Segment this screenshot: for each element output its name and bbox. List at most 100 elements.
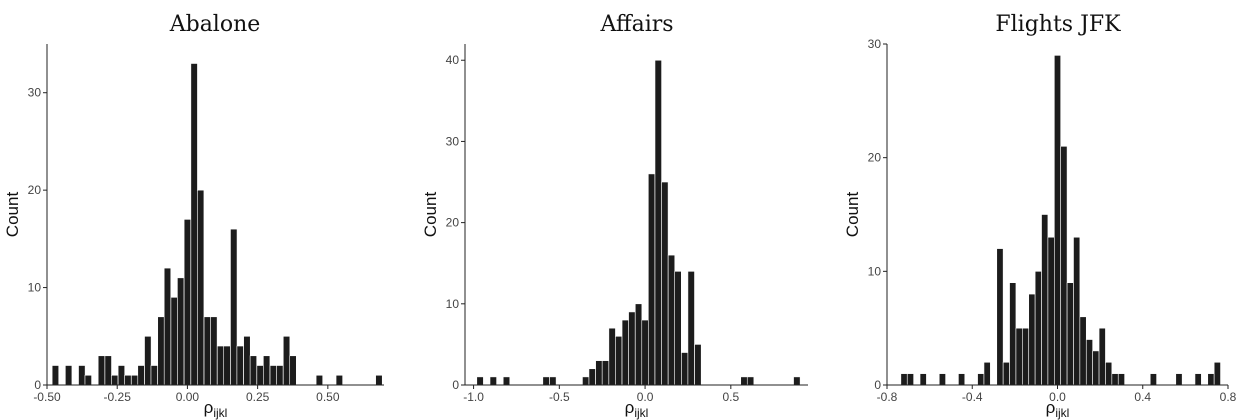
y-tick-label: 10 (868, 264, 882, 278)
y-axis-label: Count (421, 192, 440, 238)
x-axis-label-symbol: ρ (1046, 398, 1056, 417)
x-axis-label-subscript: ijkl (213, 406, 227, 420)
panel-abalone: Abalone 0 10 20 30 -0.50 -0.25 0.00 0.25 0.50 Coun… (3, 12, 384, 420)
histogram-bar (793, 376, 801, 386)
x-tick-label: 0.0 (1049, 390, 1066, 404)
histogram-bar (243, 335, 251, 386)
x-axis-label-symbol: ρ (204, 398, 214, 417)
histogram-bar (661, 181, 669, 386)
histogram-bar (230, 228, 238, 386)
histogram-bar (124, 374, 132, 386)
x-tick-label: 0.5 (722, 390, 739, 404)
y-tick-label: 30 (446, 134, 460, 148)
histogram-bar (256, 365, 264, 386)
x-axis-label-subscript: ijkl (634, 406, 648, 420)
x-tick-label: -0.50 (33, 390, 61, 404)
histogram-bar (249, 355, 258, 386)
histogram-bar (1073, 236, 1081, 386)
histogram-bar (51, 365, 60, 386)
panel-flights-jfk: Flights JFK 0 10 20 30 -0.8 -0.4 0.0 0.4 0.8 Count… (843, 12, 1237, 420)
histogram-bar (1028, 293, 1036, 386)
histogram-bar (628, 311, 636, 386)
histogram-bar (641, 319, 649, 386)
histogram-bar (938, 373, 946, 386)
histogram-bar (667, 254, 676, 386)
histogram-bar (65, 365, 73, 386)
y-tick-label: 20 (446, 216, 460, 230)
x-tick-label: -0.5 (549, 390, 570, 404)
histogram-bar (588, 368, 596, 386)
histogram-bar (144, 335, 152, 386)
histogram-bar (1194, 373, 1202, 386)
histogram-bar (615, 335, 623, 386)
histogram-bar (203, 316, 211, 386)
histogram-bar (1054, 55, 1061, 386)
histogram-bar (746, 376, 755, 386)
histogram-bar (1092, 350, 1100, 386)
y-tick-label: 0 (874, 378, 881, 392)
histogram-bar (549, 376, 557, 386)
histogram-bar (674, 271, 682, 386)
histogram-bar (269, 365, 277, 386)
x-tick-label: 0.4 (1134, 390, 1151, 404)
histogram-bar (595, 360, 603, 386)
chart-title: Abalone (169, 12, 261, 37)
histogram-bar (958, 373, 966, 386)
histogram-bar (1105, 361, 1113, 386)
histogram-bar (476, 376, 484, 386)
histogram-bar (906, 373, 914, 386)
x-axis-label-subscript: ijkl (1055, 406, 1069, 420)
x-axis-label-symbol: ρ (625, 398, 635, 417)
y-tick-label: 40 (446, 53, 460, 67)
histogram-bar (681, 352, 689, 386)
x-tick-label: 0.25 (246, 390, 270, 404)
y-tick-label: 10 (28, 281, 42, 295)
histogram-bar (919, 373, 927, 386)
histogram-bar (983, 361, 991, 386)
histogram-bar (315, 374, 324, 386)
histogram-bar (996, 248, 1004, 386)
histogram-bar (170, 297, 178, 386)
histogram-bar (900, 373, 908, 386)
histogram-bar (582, 376, 590, 386)
histogram-bar (654, 59, 662, 386)
x-tick-label: 0.50 (316, 390, 340, 404)
histogram-bar (977, 373, 985, 386)
histogram-bar (282, 335, 291, 386)
y-tick-label: 0 (34, 378, 41, 392)
x-tick-label: 0.8 (1220, 390, 1237, 404)
histogram-bar (131, 374, 139, 386)
panel-affairs: Affairs 0 10 20 30 40 -1.0 -0.5 0.0 0.5 Count ρijkl (421, 12, 808, 420)
x-tick-label: -0.4 (962, 390, 983, 404)
histogram-bar (84, 374, 92, 386)
chart-title: Flights JFK (995, 12, 1121, 37)
histogram-bar (694, 344, 702, 386)
histogram-bar (1022, 327, 1030, 386)
histogram-bar (1015, 327, 1023, 386)
x-axis-label: ρijkl (1046, 398, 1070, 420)
histogram-bar (111, 374, 119, 386)
histogram-bar (289, 355, 297, 386)
histogram-bar (1047, 236, 1055, 386)
y-tick-label: 10 (446, 297, 460, 311)
y-tick-label: 30 (868, 37, 882, 51)
histogram-bar (276, 365, 284, 386)
histogram-bar (1117, 373, 1125, 386)
histogram-bar (163, 267, 172, 386)
histogram-bar (740, 376, 748, 386)
histogram-bar (190, 63, 198, 386)
x-tick-label: -0.8 (877, 390, 898, 404)
y-tick-label: 30 (28, 86, 42, 100)
x-tick-label: -1.0 (463, 390, 484, 404)
x-axis-label: ρijkl (625, 398, 649, 420)
histogram-bar (1079, 316, 1087, 386)
histogram-bar (601, 360, 610, 386)
histogram-bar (1085, 339, 1093, 386)
histogram-bar (1213, 361, 1221, 386)
x-tick-label: 0.00 (176, 390, 200, 404)
histogram-bar (1002, 361, 1010, 386)
x-axis-label: ρijkl (204, 398, 228, 420)
x-tick-label: -0.25 (104, 390, 132, 404)
histogram-bar (78, 365, 86, 386)
